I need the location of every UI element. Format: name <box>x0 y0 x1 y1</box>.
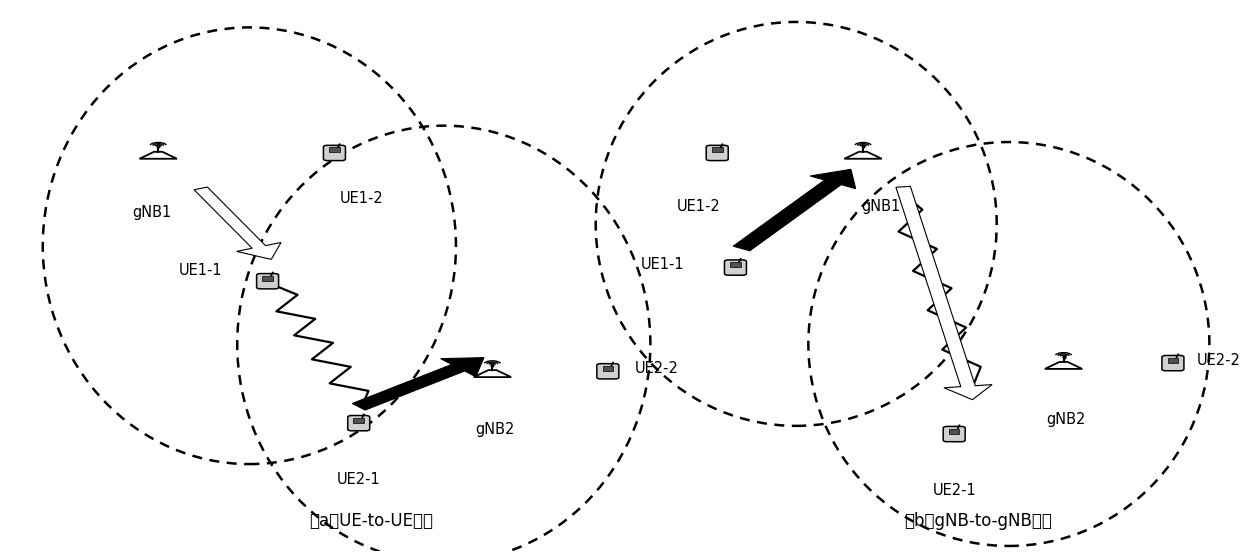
FancyBboxPatch shape <box>724 260 746 275</box>
Text: UE2-2: UE2-2 <box>635 361 678 376</box>
Polygon shape <box>733 169 856 251</box>
FancyBboxPatch shape <box>347 416 370 431</box>
FancyBboxPatch shape <box>707 145 728 160</box>
Text: gNB2: gNB2 <box>1047 412 1086 427</box>
Polygon shape <box>474 370 511 377</box>
Bar <box>712 148 723 153</box>
Text: UE1-2: UE1-2 <box>677 199 720 214</box>
Text: gNB1: gNB1 <box>133 205 172 220</box>
Text: UE1-2: UE1-2 <box>340 191 383 206</box>
Polygon shape <box>140 152 177 159</box>
Text: UE1-1: UE1-1 <box>179 263 222 278</box>
FancyBboxPatch shape <box>257 273 279 289</box>
Bar <box>730 262 740 267</box>
FancyBboxPatch shape <box>1162 355 1184 371</box>
Polygon shape <box>195 187 281 260</box>
Text: UE2-2: UE2-2 <box>1197 353 1240 368</box>
Polygon shape <box>352 358 484 410</box>
Text: UE2-1: UE2-1 <box>932 483 976 498</box>
Polygon shape <box>844 152 882 159</box>
Text: UE2-1: UE2-1 <box>337 472 381 487</box>
Bar <box>603 366 613 371</box>
Text: gNB1: gNB1 <box>862 199 901 214</box>
Text: （b）gNB-to-gNB干扰: （b）gNB-to-gNB干扰 <box>904 511 1053 530</box>
Bar <box>329 148 340 153</box>
Text: （a）UE-to-UE干扰: （a）UE-to-UE干扰 <box>309 511 433 530</box>
Text: gNB2: gNB2 <box>475 422 515 437</box>
Bar <box>949 428 960 433</box>
Bar <box>353 418 365 423</box>
Polygon shape <box>897 187 992 400</box>
FancyBboxPatch shape <box>596 364 619 379</box>
Polygon shape <box>1045 362 1083 369</box>
FancyBboxPatch shape <box>324 145 346 160</box>
Bar <box>1168 358 1178 363</box>
Bar <box>263 276 273 281</box>
Text: UE1-1: UE1-1 <box>641 257 684 272</box>
FancyBboxPatch shape <box>944 427 965 442</box>
